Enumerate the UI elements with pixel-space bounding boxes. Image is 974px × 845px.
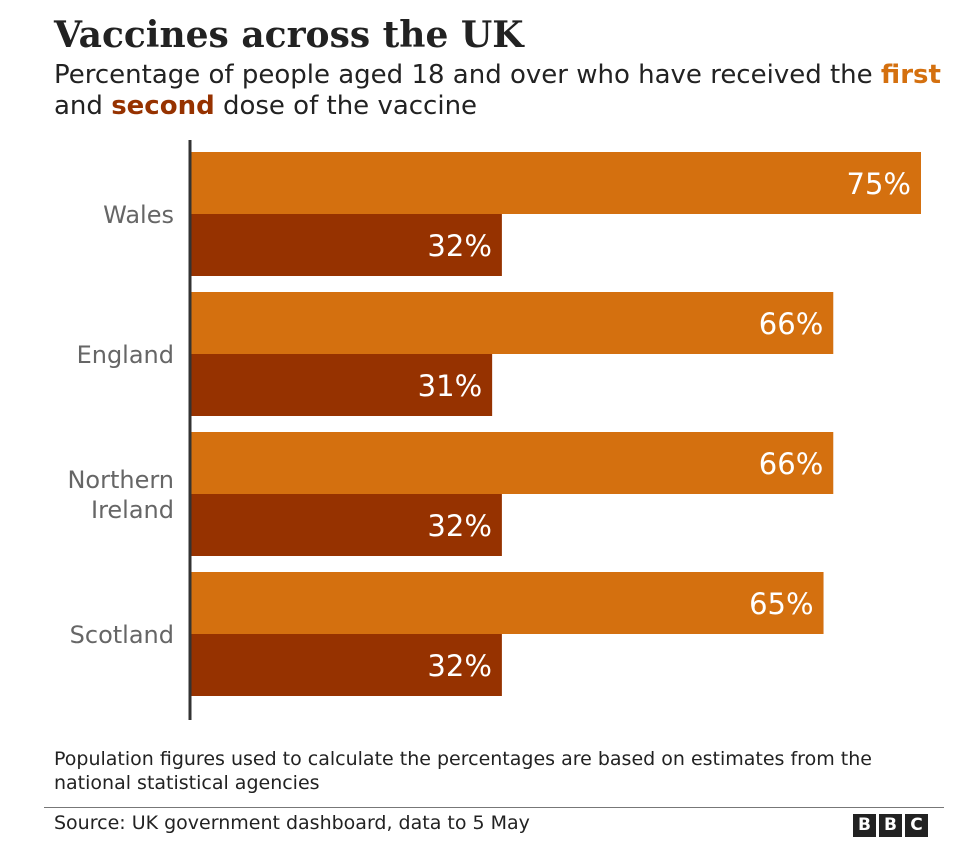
data-label: 66% [759, 447, 823, 481]
data-label: 66% [759, 307, 823, 341]
logo-letter: B [853, 814, 876, 837]
subtitle-text-and: and [54, 91, 112, 121]
category-label: Ireland [91, 496, 174, 524]
footnote: Population figures used to calculate the… [54, 748, 872, 794]
bar-second [190, 634, 502, 696]
category-label: Northern [67, 466, 174, 494]
subtitle-text-1: Percentage of people aged 18 and over wh… [54, 60, 881, 90]
chart-subtitle: Percentage of people aged 18 and over wh… [54, 60, 954, 122]
data-label: 65% [749, 587, 813, 621]
bar-second [190, 354, 493, 416]
bbc-logo: B B C [853, 814, 928, 837]
data-label: 75% [847, 167, 911, 201]
chart-title: Vaccines across the UK [54, 14, 524, 56]
bar-first [190, 152, 921, 214]
bar-first [190, 572, 824, 634]
bar-first [190, 292, 834, 354]
source-text: Source: UK government dashboard, data to… [54, 812, 530, 834]
category-label: Wales [103, 201, 174, 229]
data-label: 32% [427, 509, 491, 543]
data-label: 31% [418, 369, 482, 403]
data-label: 32% [427, 229, 491, 263]
subtitle-second-key: second [111, 91, 215, 121]
bar-second [190, 494, 502, 556]
subtitle-text-2: dose of the vaccine [214, 91, 478, 121]
subtitle-first-key: first [880, 60, 941, 90]
bar-chart: 75% 32% Wales 66% 31% England 66% 32% NorthernIr… [67, 140, 921, 720]
category-label: Scotland [70, 621, 174, 649]
divider [44, 807, 944, 808]
logo-letter: B [879, 814, 902, 837]
data-label: 32% [427, 649, 491, 683]
category-label: England [77, 341, 174, 369]
logo-letter: C [905, 814, 928, 837]
bar-first [190, 432, 834, 494]
bar-second [190, 214, 502, 276]
